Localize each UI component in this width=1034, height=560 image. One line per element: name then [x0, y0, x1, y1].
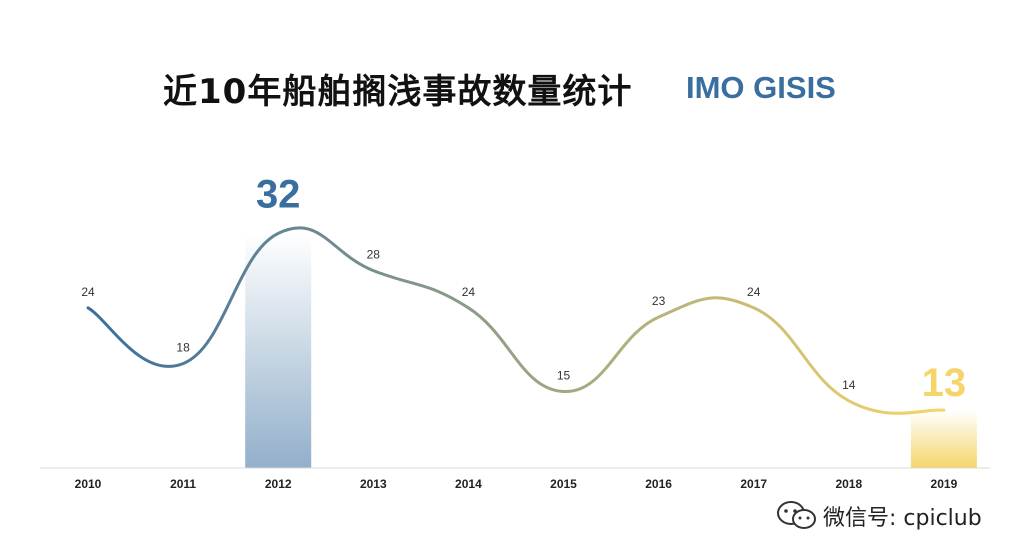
x-tick-2014: 2014 [455, 477, 482, 491]
watermark-text: 微信号: cpiclub [823, 506, 982, 531]
x-tick-2011: 2011 [170, 477, 196, 491]
data-source-label: IMO GISIS [686, 70, 836, 105]
wechat-icon [777, 501, 816, 529]
watermark: 微信号: cpiclub [775, 498, 1025, 534]
x-tick-2019: 2019 [931, 477, 958, 491]
data-label-2017: 24 [747, 285, 761, 299]
data-label-2013: 28 [367, 248, 381, 262]
x-tick-2012: 2012 [265, 477, 292, 491]
data-label-2014: 24 [462, 285, 476, 299]
data-label-2018: 14 [842, 378, 856, 392]
x-tick-2018: 2018 [835, 477, 862, 491]
data-label-2010: 24 [81, 285, 95, 299]
title-area: 近10年船舶搁浅事故数量统计 IMO GISIS [0, 64, 1034, 124]
data-label-2015: 15 [557, 369, 571, 383]
highlight-bar-2019 [910, 410, 977, 468]
data-label-2016: 23 [652, 294, 666, 308]
series-line [86, 226, 946, 415]
chart-title: 近10年船舶搁浅事故数量统计 [163, 72, 633, 112]
x-tick-2016: 2016 [645, 477, 672, 491]
highlight-bar-2012 [245, 233, 312, 468]
x-tick-2010: 2010 [75, 477, 102, 491]
x-tick-2017: 2017 [740, 477, 767, 491]
highlight-label-2019: 13 [922, 361, 967, 405]
x-tick-2015: 2015 [550, 477, 577, 491]
data-label-2011: 18 [176, 341, 190, 355]
highlight-label-2012: 32 [256, 172, 301, 216]
x-tick-2013: 2013 [360, 477, 387, 491]
